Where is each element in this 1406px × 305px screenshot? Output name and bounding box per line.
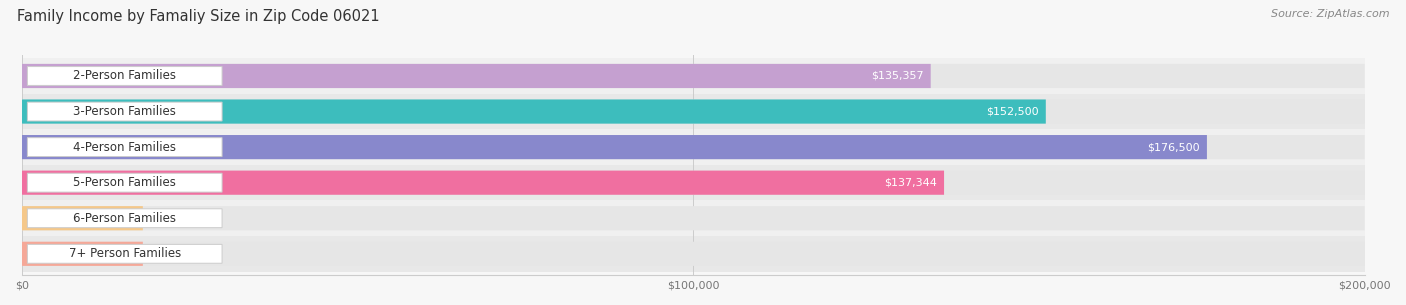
FancyBboxPatch shape [27,138,222,156]
FancyBboxPatch shape [22,170,943,195]
Bar [22,165,1365,200]
Text: 3-Person Families: 3-Person Families [73,105,176,118]
FancyBboxPatch shape [22,135,1206,159]
FancyBboxPatch shape [22,170,1365,195]
Bar [22,94,1365,129]
Text: $0: $0 [163,213,177,223]
FancyBboxPatch shape [27,66,222,85]
FancyBboxPatch shape [22,64,1365,88]
FancyBboxPatch shape [22,99,1046,124]
FancyBboxPatch shape [22,206,143,230]
FancyBboxPatch shape [27,209,222,228]
FancyBboxPatch shape [27,102,222,121]
Bar [22,236,1365,271]
Text: $0: $0 [163,249,177,259]
Text: $135,357: $135,357 [872,71,924,81]
FancyBboxPatch shape [22,242,143,266]
Text: 4-Person Families: 4-Person Families [73,141,176,154]
Text: $152,500: $152,500 [987,106,1039,117]
FancyBboxPatch shape [22,242,1365,266]
Text: $176,500: $176,500 [1147,142,1201,152]
Text: 2-Person Families: 2-Person Families [73,70,176,82]
Text: Source: ZipAtlas.com: Source: ZipAtlas.com [1271,9,1389,19]
Text: Family Income by Famaliy Size in Zip Code 06021: Family Income by Famaliy Size in Zip Cod… [17,9,380,24]
Text: 5-Person Families: 5-Person Families [73,176,176,189]
FancyBboxPatch shape [27,244,222,263]
FancyBboxPatch shape [22,135,1365,159]
FancyBboxPatch shape [22,206,1365,230]
Text: 7+ Person Families: 7+ Person Families [69,247,181,260]
Text: 6-Person Families: 6-Person Families [73,212,176,225]
FancyBboxPatch shape [27,173,222,192]
FancyBboxPatch shape [22,64,931,88]
Bar [22,200,1365,236]
FancyBboxPatch shape [22,99,1365,124]
Bar [22,129,1365,165]
Text: $137,344: $137,344 [884,178,938,188]
Bar [22,58,1365,94]
